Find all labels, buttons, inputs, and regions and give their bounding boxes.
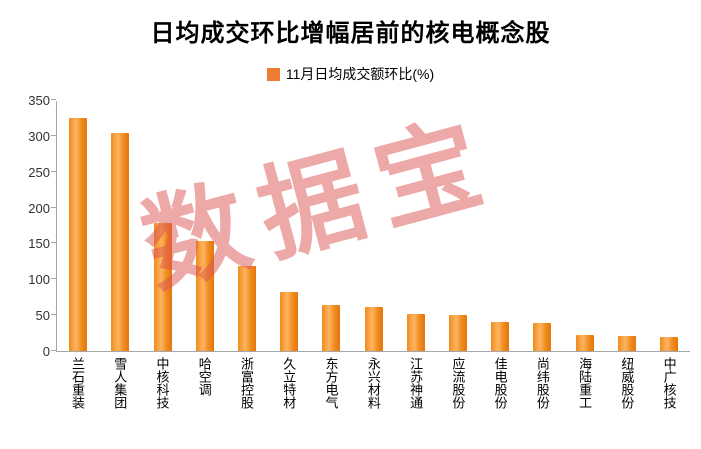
bar-佳电股份 [491,321,510,351]
bar-久立特材 [280,292,299,351]
bar-雪人集团 [111,133,130,351]
bar-column [268,101,310,351]
x-label-column: 海陆重工 [563,357,605,409]
bar-江苏神通 [406,313,425,351]
y-axis: 0 50 100 150 200 250 300 350 [6,94,50,358]
bar-永兴材料 [364,307,383,351]
plot-area: 数据宝 [51,99,690,352]
bar-哈空调 [195,241,214,351]
x-label-column: 兰石重装 [56,357,98,409]
x-label-column: 久立特材 [267,357,309,409]
x-label-column: 永兴材料 [352,357,394,409]
x-label: 佳电股份 [492,357,508,409]
x-label: 江苏神通 [408,357,424,409]
x-label: 应流股份 [450,357,466,409]
bar-应流股份 [448,315,467,351]
x-label: 海陆重工 [577,357,593,409]
x-label: 永兴材料 [365,357,381,409]
bar-column [606,101,648,351]
bar-column [479,101,521,351]
x-label-column: 浙富控股 [225,357,267,409]
legend-label: 11月日均成交额环比(%) [285,66,435,82]
y-tick-label: 0 [42,344,50,359]
x-label: 尚纬股份 [534,357,550,409]
bar-纽威股份 [617,335,636,351]
bar-column [521,101,563,351]
bar-column [184,101,226,351]
x-label-column: 应流股份 [436,357,478,409]
y-tick-label: 350 [28,93,50,108]
x-label: 东方电气 [323,357,339,409]
y-tick-mark [51,170,56,172]
bar-海陆重工 [575,334,594,351]
x-label-column: 中广核技 [648,357,690,409]
bars-group [57,101,690,351]
x-label: 兰石重装 [69,357,85,409]
x-label: 浙富控股 [239,357,255,409]
bar-兰石重装 [69,117,88,351]
y-tick-mark [51,242,56,244]
y-tick-mark [51,278,56,280]
legend: 11月日均成交额环比(%) [0,64,701,84]
x-label: 雪人集团 [112,357,128,409]
y-tick-label: 150 [28,236,50,252]
bar-column [437,101,479,351]
bar-column [57,101,99,351]
bar-column [99,101,141,351]
bar-中核科技 [153,223,172,351]
bar-东方电气 [322,305,341,351]
y-tick-mark [51,206,56,208]
x-label-column: 东方电气 [310,357,352,409]
x-label-column: 中核科技 [141,357,183,409]
bar-尚纬股份 [533,323,552,351]
x-label: 中广核技 [661,357,677,409]
bar-中广核技 [659,336,678,351]
x-label-column: 纽威股份 [605,357,647,409]
y-tick-mark [51,314,56,316]
y-tick-label: 300 [28,128,50,144]
x-label-column: 江苏神通 [394,357,436,409]
y-tick-label: 50 [35,308,50,324]
bar-column [141,101,183,351]
x-label-column: 哈空调 [183,357,225,409]
y-tick-label: 100 [28,272,50,288]
bar-column [352,101,394,351]
y-tick-mark [51,99,56,100]
x-axis-labels: 兰石重装 雪人集团 中核科技 哈空调 浙富控股 久立特材 东方电气 永兴材料 江苏神通 应流股份 佳… [56,357,690,409]
x-label-column: 尚纬股份 [521,357,563,409]
x-label: 纽威股份 [619,357,635,409]
x-label-column: 佳电股份 [479,357,521,409]
y-tick-label: 250 [28,164,50,180]
bar-column [310,101,352,351]
bar-column [226,101,268,351]
bar-浙富控股 [237,266,256,351]
x-label: 中核科技 [154,357,170,409]
bar-column [563,101,605,351]
y-tick-label: 200 [28,200,50,216]
legend-swatch-icon [266,67,280,81]
x-label: 哈空调 [196,357,212,396]
bar-column [395,101,437,351]
x-label-column: 雪人集团 [98,357,140,409]
chart-title: 日均成交环比增幅居前的核电概念股 [150,20,551,47]
bar-column [648,101,690,351]
y-tick-mark [51,134,56,136]
y-tick-mark [51,350,56,351]
x-label: 久立特材 [281,357,297,409]
